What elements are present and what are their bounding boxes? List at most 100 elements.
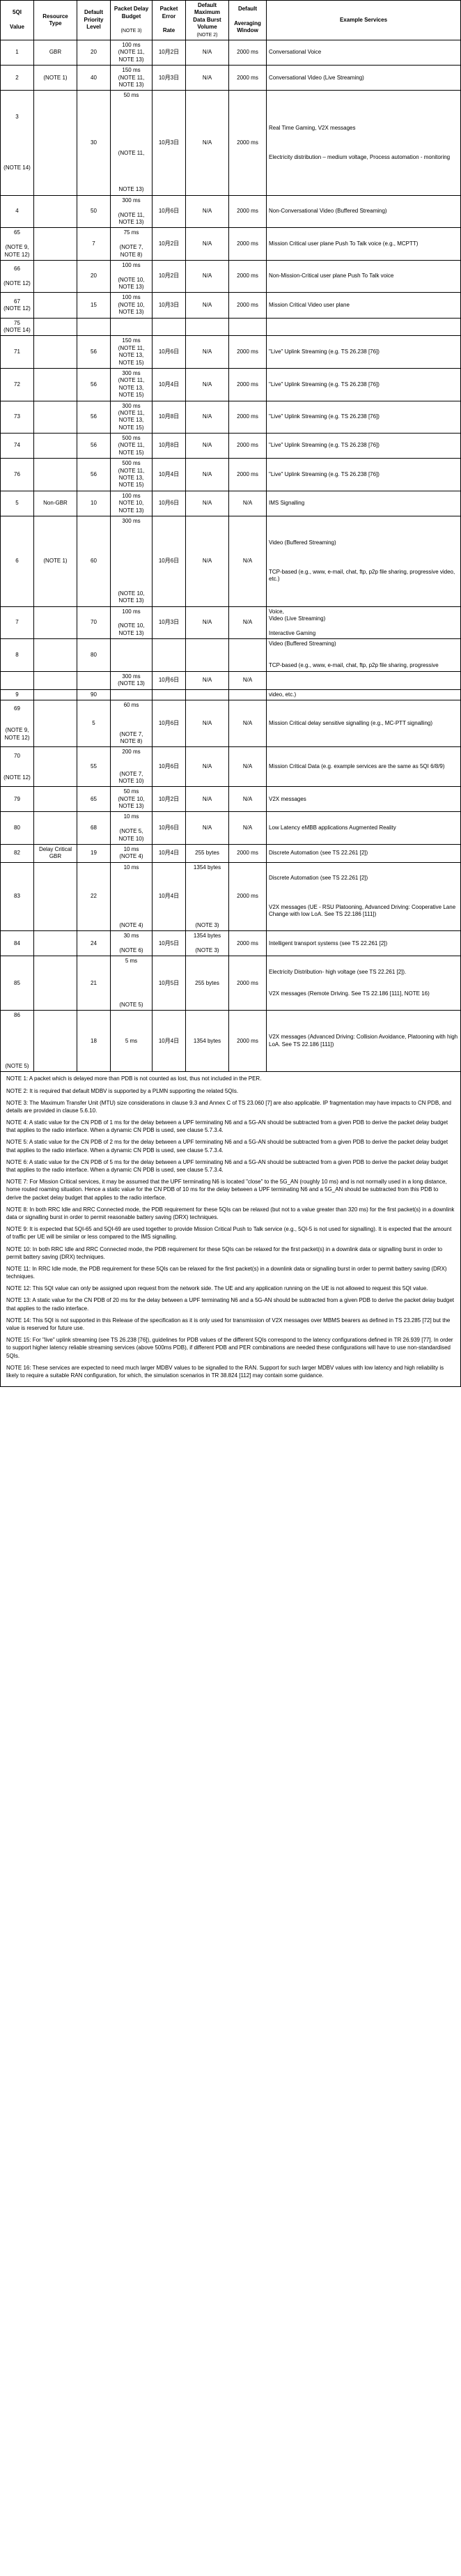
cell-ex: "Live" Uplink Streaming (e.g. TS 26.238 … xyxy=(267,368,461,401)
cell-ex: "Live" Uplink Streaming (e.g. TS 26.238 … xyxy=(267,459,461,491)
note-text: NOTE 1: A packet which is delayed more t… xyxy=(6,1075,455,1082)
cell-per: 10月6日 xyxy=(153,195,186,228)
cell-aw: N/A xyxy=(229,516,267,607)
cell-ex: Electricity Distribution- high voltage (… xyxy=(267,956,461,1011)
cell-per: 10月6日 xyxy=(153,812,186,845)
cell-per: 10月6日 xyxy=(153,747,186,787)
cell-pdb: 100 ms(NOTE 10,NOTE 13) xyxy=(111,606,153,639)
cell-sqi: 7 xyxy=(1,606,34,639)
cell-pri: 20 xyxy=(77,260,111,293)
cell-sqi: 3(NOTE 14) xyxy=(1,91,34,195)
cell-ex: V2X messages (Advanced Driving: Collisio… xyxy=(267,1011,461,1072)
cell-pdb: 50 ms(NOTE 10,NOTE 13) xyxy=(111,787,153,812)
cell-pri: 21 xyxy=(77,956,111,1011)
cell-per: 10月8日 xyxy=(153,401,186,434)
cell-rt: Delay Critical GBR xyxy=(34,845,77,863)
cell-mdbv: N/A xyxy=(186,195,229,228)
cell-pri: 5 xyxy=(77,700,111,746)
cell-aw: 2000 ms xyxy=(229,862,267,931)
cell-mdbv: N/A xyxy=(186,491,229,516)
table-row: 7456500 ms(NOTE 11,NOTE 15)10月8日N/A2000 … xyxy=(1,434,461,459)
cell-pdb: 300 ms(NOTE 13) xyxy=(111,671,153,689)
cell-rt xyxy=(34,1011,77,1072)
qos-table: 5QIValue Resource Type Default Priority … xyxy=(0,0,461,1387)
cell-pri: 30 xyxy=(77,91,111,195)
cell-mdbv: N/A xyxy=(186,336,229,369)
cell-aw: N/A xyxy=(229,700,267,746)
cell-mdbv: 1354 bytes(NOTE 3) xyxy=(186,931,229,956)
cell-per: 10月4日 xyxy=(153,845,186,863)
cell-pri: 56 xyxy=(77,368,111,401)
cell-pdb: 5 ms xyxy=(111,1011,153,1072)
cell-pri: 56 xyxy=(77,401,111,434)
cell-ex: Discrete Automation (see TS 22.261 [2]) xyxy=(267,845,461,863)
cell-pri: 10 xyxy=(77,491,111,516)
table-row: 7256300 ms(NOTE 11,NOTE 13,NOTE 15)10月4日… xyxy=(1,368,461,401)
cell-mdbv: N/A xyxy=(186,787,229,812)
cell-aw: 2000 ms xyxy=(229,368,267,401)
table-row: 75(NOTE 14) xyxy=(1,318,461,336)
cell-aw: 2000 ms xyxy=(229,459,267,491)
hdr-5qi: 5QIValue xyxy=(1,1,34,40)
hdr-example: Example Services xyxy=(267,1,461,40)
cell-pri: 40 xyxy=(77,66,111,91)
cell-ex: Non-Mission-Critical user plane Push To … xyxy=(267,260,461,293)
cell-per: 10月2日 xyxy=(153,787,186,812)
cell-pdb: 150 ms(NOTE 11,NOTE 13) xyxy=(111,66,153,91)
note-text: NOTE 8: In both RRC Idle and RRC Connect… xyxy=(6,1206,455,1221)
cell-rt xyxy=(34,931,77,956)
cell-aw: 2000 ms xyxy=(229,40,267,65)
cell-pdb: 300 ms(NOTE 10,NOTE 13) xyxy=(111,516,153,607)
cell-mdbv: N/A xyxy=(186,228,229,261)
cell-aw: N/A xyxy=(229,671,267,689)
cell-ex: Mission Critical Video user plane xyxy=(267,293,461,318)
cell-ex: IMS Signalling xyxy=(267,491,461,516)
hdr-resource-type: Resource Type xyxy=(34,1,77,40)
cell-per: 10月5日 xyxy=(153,956,186,1011)
table-row: 66(NOTE 12)20100 ms(NOTE 10,NOTE 13)10月2… xyxy=(1,260,461,293)
note-text: NOTE 4: A static value for the CN PDB of… xyxy=(6,1119,455,1134)
cell-aw: 2000 ms xyxy=(229,336,267,369)
cell-rt xyxy=(34,195,77,228)
cell-sqi: 79 xyxy=(1,787,34,812)
cell-pdb: 500 ms(NOTE 11,NOTE 13,NOTE 15) xyxy=(111,459,153,491)
cell-ex: video, etc.) xyxy=(267,689,461,700)
cell-aw xyxy=(229,639,267,672)
cell-rt xyxy=(34,228,77,261)
cell-pri xyxy=(77,318,111,336)
hdr-priority: Default Priority Level xyxy=(77,1,111,40)
table-row: 2(NOTE 1)40150 ms(NOTE 11,NOTE 13)10月3日N… xyxy=(1,66,461,91)
cell-mdbv: N/A xyxy=(186,293,229,318)
cell-sqi: 6 xyxy=(1,516,34,607)
note-text: NOTE 12: This 5QI value can only be assi… xyxy=(6,1285,455,1292)
cell-aw xyxy=(229,689,267,700)
cell-sqi: 1 xyxy=(1,40,34,65)
cell-per: 10月4日 xyxy=(153,1011,186,1072)
cell-per: 10月6日 xyxy=(153,700,186,746)
cell-aw: N/A xyxy=(229,787,267,812)
cell-per: 10月4日 xyxy=(153,862,186,931)
cell-sqi: 83 xyxy=(1,862,34,931)
cell-ex: "Live" Uplink Streaming (e.g. TS 26.238 … xyxy=(267,336,461,369)
note-text: NOTE 15: For "live" uplink streaming (se… xyxy=(6,1336,455,1360)
header-row: 5QIValue Resource Type Default Priority … xyxy=(1,1,461,40)
cell-pri: 68 xyxy=(77,812,111,845)
table-row: 770100 ms(NOTE 10,NOTE 13)10月3日N/AN/AVoi… xyxy=(1,606,461,639)
cell-sqi: 86(NOTE 5) xyxy=(1,1011,34,1072)
cell-sqi: 73 xyxy=(1,401,34,434)
table-row: 70(NOTE 12)55200 ms(NOTE 7,NOTE 10)10月6日… xyxy=(1,747,461,787)
note-text: NOTE 6: A static value for the CN PDB of… xyxy=(6,1158,455,1174)
cell-aw: N/A xyxy=(229,491,267,516)
table-row: 7356300 ms(NOTE 11,NOTE 13,NOTE 15)10月8日… xyxy=(1,401,461,434)
cell-rt xyxy=(34,639,77,672)
cell-pri: 20 xyxy=(77,40,111,65)
cell-sqi: 76 xyxy=(1,459,34,491)
table-row: 67(NOTE 12)15100 ms(NOTE 10,NOTE 13)10月3… xyxy=(1,293,461,318)
cell-sqi: 82 xyxy=(1,845,34,863)
cell-pdb: 300 ms(NOTE 11,NOTE 13,NOTE 15) xyxy=(111,368,153,401)
table-row: 842430 ms(NOTE 6)10月5日1354 bytes(NOTE 3)… xyxy=(1,931,461,956)
cell-aw xyxy=(229,318,267,336)
hdr-per: Packet ErrorRate xyxy=(153,1,186,40)
cell-aw: 2000 ms xyxy=(229,931,267,956)
cell-pri: 55 xyxy=(77,747,111,787)
